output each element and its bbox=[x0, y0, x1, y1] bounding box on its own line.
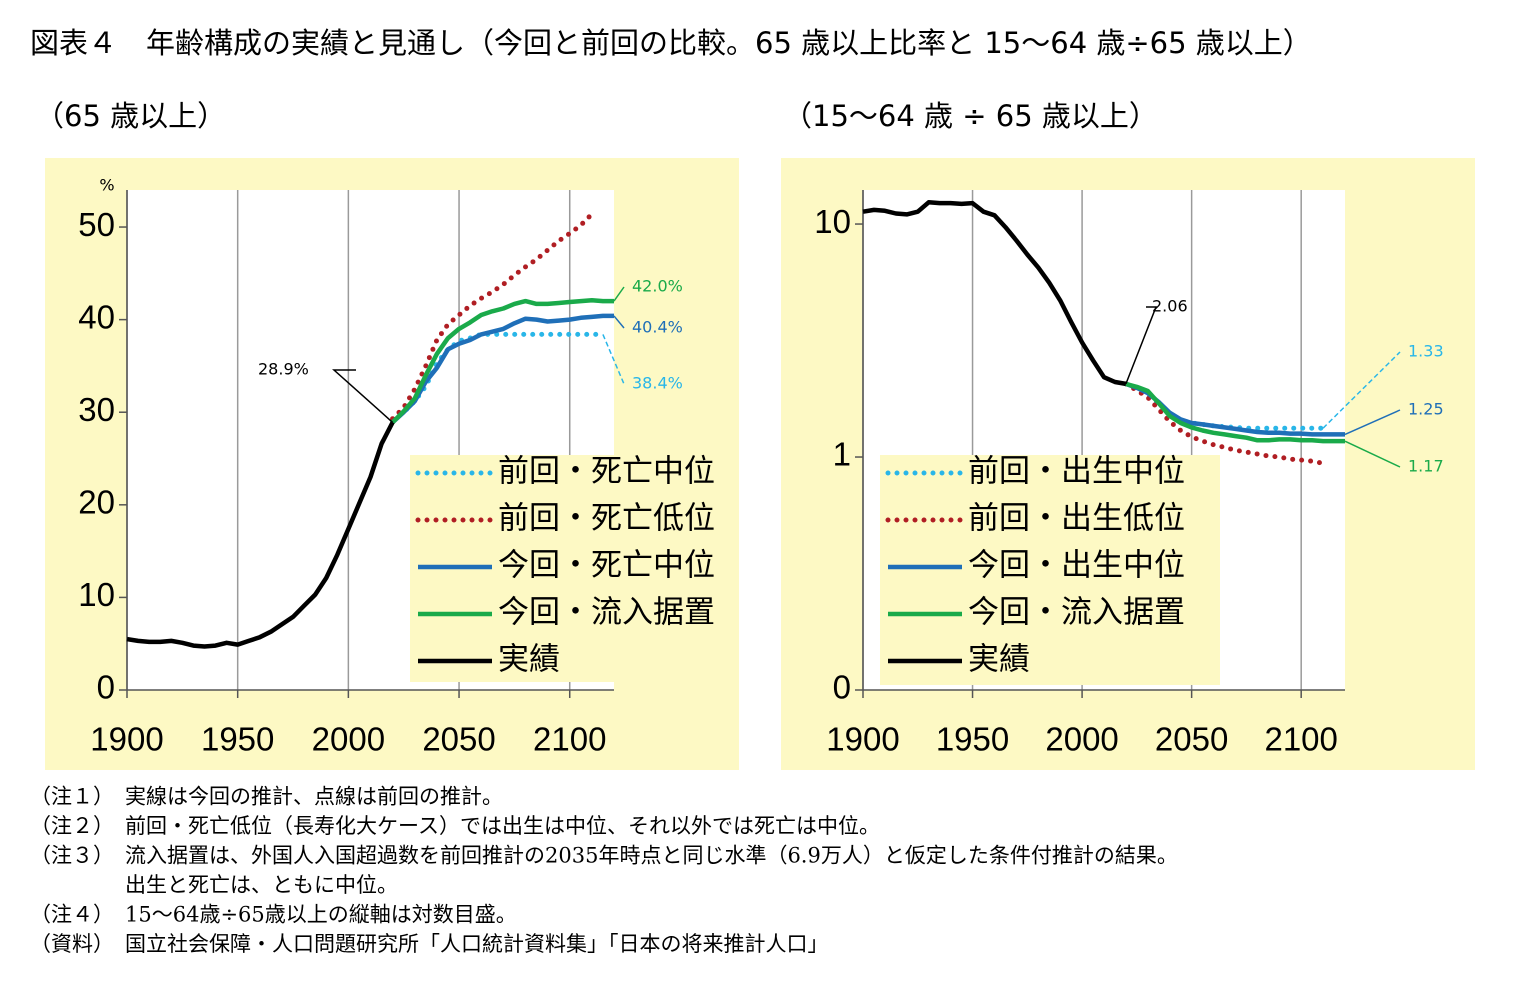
y-tick-label: 1 bbox=[833, 436, 851, 473]
y-tick-label: 10 bbox=[78, 576, 115, 613]
x-tick-label: 1900 bbox=[90, 721, 163, 758]
series-line bbox=[1123, 381, 1326, 466]
annotation-label: 1.17 bbox=[1408, 457, 1444, 476]
annotation-leader bbox=[1344, 409, 1401, 436]
legend-bg bbox=[880, 455, 1220, 685]
legend-label: 前回・出生低位 bbox=[968, 501, 1185, 537]
legend-label: 実績 bbox=[968, 642, 1030, 678]
subtitle: （15～64 歳 ÷ 65 歳以上） bbox=[783, 99, 1158, 133]
figure-title: 図表４ 年齢構成の実績と見通し（今回と前回の比較。65 歳以上比率と 15～64… bbox=[30, 26, 1312, 60]
x-tick-label: 1950 bbox=[201, 721, 274, 758]
series-line bbox=[391, 297, 614, 424]
note-text: 国立社会保障・人口問題研究所「人口統計資料集」「日本の将来推計人口」 bbox=[125, 932, 829, 956]
note-text: 流入据置は、外国人入国超過数を前回推計の2035年時点と同じ水準（6.9万人）と… bbox=[125, 844, 1178, 868]
y-tick-label: 10 bbox=[814, 203, 851, 240]
note-text: 出生と死亡は、ともに中位。 bbox=[125, 873, 398, 897]
x-tick-label: 2000 bbox=[312, 721, 385, 758]
x-tick-label: 1900 bbox=[826, 721, 899, 758]
annotation-leader bbox=[1125, 306, 1158, 385]
annotation-leader bbox=[1322, 351, 1401, 429]
series-line bbox=[391, 313, 614, 425]
legend-label: 今回・流入据置 bbox=[498, 595, 715, 631]
annotation-label: 1.25 bbox=[1408, 400, 1444, 419]
x-tick-label: 2050 bbox=[422, 721, 495, 758]
y-tick-label: 30 bbox=[78, 391, 115, 428]
note-text: 前回・死亡低位（長寿化大ケース）では出生は中位、それ以外では死亡は中位。 bbox=[125, 814, 880, 838]
x-tick-label: 2050 bbox=[1155, 721, 1228, 758]
subtitle: （65 歳以上） bbox=[35, 99, 226, 133]
legend-label: 今回・出生中位 bbox=[968, 548, 1185, 584]
note-text: 15～64歳÷65歳以上の縦軸は対数目盛。 bbox=[125, 903, 517, 927]
annotation-leader bbox=[1344, 440, 1401, 468]
annotation-label: 1.33 bbox=[1408, 342, 1444, 361]
legend-label: 今回・流入据置 bbox=[968, 595, 1185, 631]
legend-label: 前回・出生中位 bbox=[968, 454, 1185, 490]
legend-label: 前回・死亡中位 bbox=[498, 454, 715, 490]
x-tick-label: 2100 bbox=[533, 721, 606, 758]
note-label: （注１） bbox=[30, 785, 114, 809]
annotation-leader bbox=[332, 369, 394, 423]
annotation-label: 42.0% bbox=[632, 277, 683, 296]
note-label: （資料） bbox=[30, 932, 114, 956]
y-tick-label: 0 bbox=[833, 669, 851, 706]
legend-label: 実績 bbox=[498, 642, 560, 678]
legend-label: 今回・死亡中位 bbox=[498, 548, 715, 584]
annotation-leader bbox=[602, 334, 625, 385]
annotation-label: 38.4% bbox=[632, 374, 683, 393]
y-tick-label: 50 bbox=[78, 206, 115, 243]
legend-label: 前回・死亡低位 bbox=[498, 501, 715, 537]
annotation-label: 28.9% bbox=[258, 360, 309, 379]
annotation-label: 40.4% bbox=[632, 318, 683, 337]
x-tick-label: 1950 bbox=[936, 721, 1009, 758]
x-tick-label: 2100 bbox=[1264, 721, 1337, 758]
series-line bbox=[1125, 381, 1345, 444]
annotation-label: 2.06 bbox=[1152, 297, 1188, 316]
y-tick-label: 0 bbox=[97, 669, 115, 706]
note-label: （注２） bbox=[30, 814, 114, 838]
y-tick-label: 20 bbox=[78, 484, 115, 521]
note-label: （注４） bbox=[30, 903, 114, 927]
note-label: （注３） bbox=[30, 844, 114, 868]
annotation-leader bbox=[613, 315, 625, 329]
x-tick-label: 2000 bbox=[1045, 721, 1118, 758]
note-text: 実線は今回の推計、点線は前回の推計。 bbox=[125, 785, 503, 809]
series-line bbox=[862, 200, 1127, 387]
annotation-leader bbox=[613, 286, 625, 302]
y-axis-unit: % bbox=[99, 176, 114, 195]
series-line bbox=[390, 211, 595, 422]
series-line bbox=[126, 421, 395, 649]
y-tick-label: 40 bbox=[78, 298, 115, 335]
